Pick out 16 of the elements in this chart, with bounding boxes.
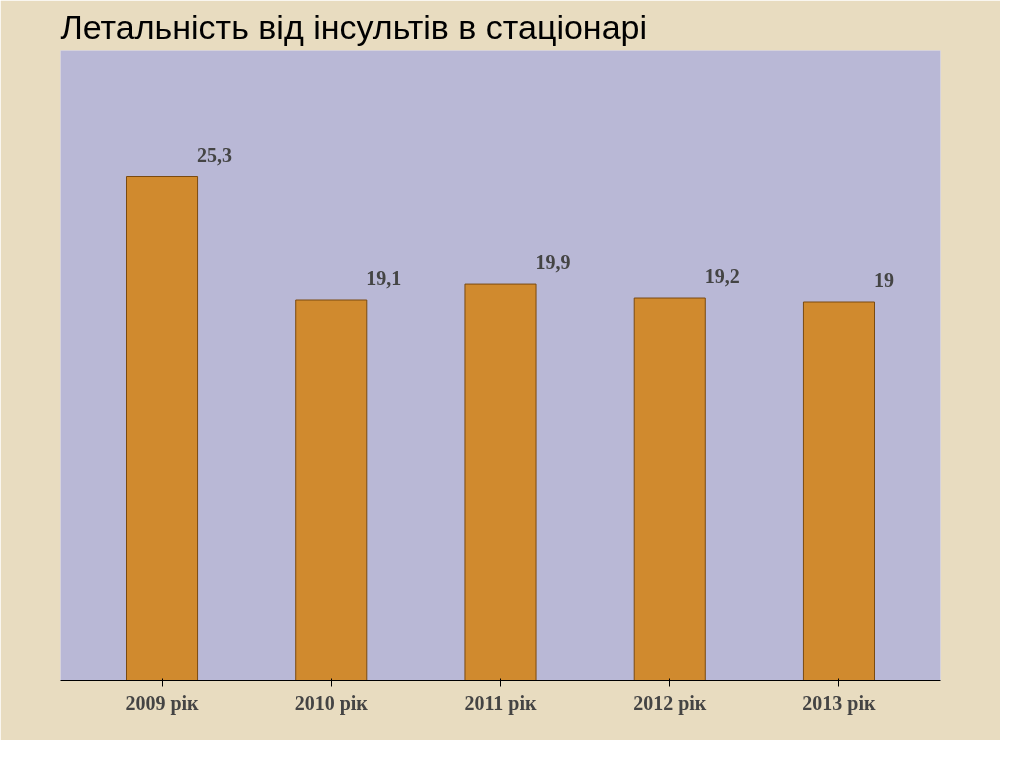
- bar: [126, 176, 199, 681]
- x-tick-label: 2009 рік: [125, 691, 200, 715]
- data-label: 19,2: [704, 265, 740, 288]
- data-label: 25,3: [197, 143, 233, 166]
- data-label: 19: [873, 269, 894, 291]
- data-label: 19,1: [366, 267, 402, 290]
- bar: [295, 299, 368, 681]
- chart-title: Летальність від інсультів в стаціонарі: [60, 7, 648, 46]
- bar: [802, 301, 875, 681]
- bar: [633, 297, 706, 681]
- data-label: 19,9: [535, 251, 571, 274]
- bar: [464, 283, 537, 681]
- x-tick-label: 2011 рік: [464, 691, 538, 715]
- x-tick-label: 2013 рік: [802, 691, 877, 715]
- x-tick-label: 2012 рік: [633, 691, 707, 715]
- x-tick-label: 2010 рік: [294, 691, 369, 715]
